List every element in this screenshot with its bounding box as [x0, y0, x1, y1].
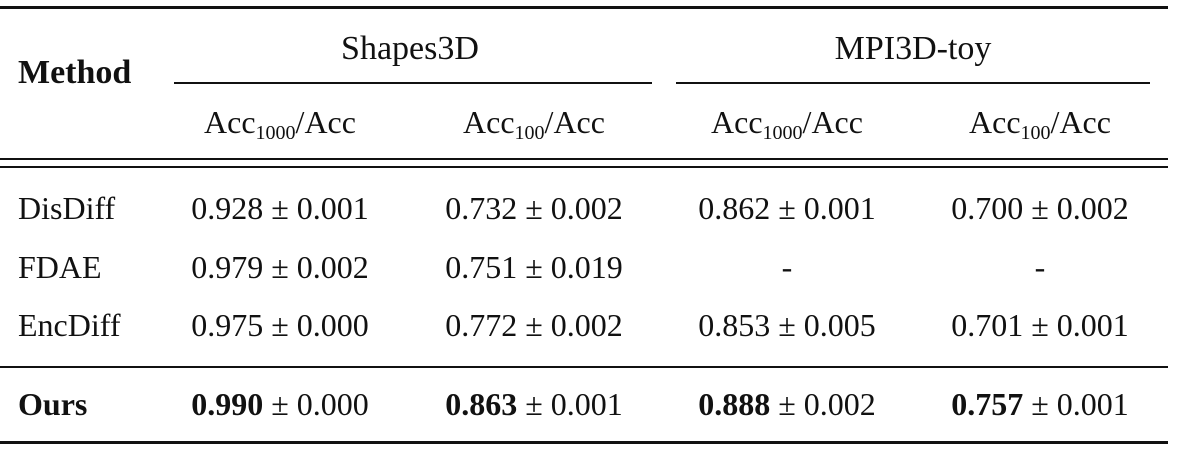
group-rule-mpi3d	[676, 82, 1150, 84]
value-cell: 0.732 ± 0.002	[445, 190, 623, 227]
plus-minus: ±	[517, 386, 551, 422]
mean-value: 0.975	[191, 307, 264, 343]
std-value: 0.001	[1056, 386, 1129, 422]
col-header-mpi3d-acc100: Acc100/Acc	[969, 104, 1111, 144]
mean-value: 0.700	[951, 190, 1024, 226]
plus-minus: ±	[517, 307, 551, 343]
header-double-rule-1	[0, 158, 1168, 160]
plus-minus: ±	[263, 190, 297, 226]
mean-value: 0.979	[191, 249, 264, 285]
method-cell: DisDiff	[18, 190, 116, 226]
std-value: 0.019	[550, 249, 623, 285]
plus-minus: ±	[263, 249, 297, 285]
std-value: 0.002	[803, 386, 876, 422]
std-value: 0.001	[803, 190, 876, 226]
mean-value: 0.751	[445, 249, 518, 285]
mean-value: -	[1034, 249, 1046, 285]
mean-value: 0.701	[951, 307, 1024, 343]
value-cell: 0.853 ± 0.005	[698, 307, 876, 344]
std-value: 0.002	[1056, 190, 1129, 226]
value-cell: 0.862 ± 0.001	[698, 190, 876, 227]
mean-value: 0.862	[698, 190, 771, 226]
value-cell: 0.928 ± 0.001	[191, 190, 369, 227]
value-cell: 0.863 ± 0.001	[445, 386, 623, 423]
value-cell: 0.990 ± 0.000	[191, 386, 369, 423]
mean-value: -	[781, 249, 793, 285]
value-cell: 0.772 ± 0.002	[445, 307, 623, 344]
std-value: 0.001	[1056, 307, 1129, 343]
group-header-mpi3d: MPI3D-toy	[834, 30, 992, 67]
plus-minus: ±	[263, 307, 297, 343]
std-value: 0.002	[296, 249, 369, 285]
mean-value: 0.732	[445, 190, 518, 226]
std-value: 0.000	[296, 386, 369, 422]
plus-minus: ±	[770, 307, 804, 343]
mean-value: 0.888	[698, 386, 771, 422]
plus-minus: ±	[517, 249, 551, 285]
plus-minus: ±	[517, 190, 551, 226]
std-value: 0.005	[803, 307, 876, 343]
std-value: 0.002	[550, 307, 623, 343]
mean-value: 0.853	[698, 307, 771, 343]
group-header-shapes3d: Shapes3D	[341, 30, 479, 67]
value-cell: -	[1035, 249, 1046, 286]
std-value: 0.000	[296, 307, 369, 343]
method-cell: EncDiff	[18, 307, 121, 343]
plus-minus: ±	[1023, 190, 1057, 226]
col-header-mpi3d-acc1000: Acc1000/Acc	[711, 104, 863, 144]
method-cell: Ours	[18, 386, 88, 422]
plus-minus: ±	[1023, 386, 1057, 422]
mean-value: 0.772	[445, 307, 518, 343]
value-cell: 0.700 ± 0.002	[951, 190, 1129, 227]
value-cell: 0.975 ± 0.000	[191, 307, 369, 344]
plus-minus: ±	[263, 386, 297, 422]
top-rule	[0, 6, 1168, 9]
std-value: 0.001	[296, 190, 369, 226]
mean-value: 0.928	[191, 190, 264, 226]
method-cell: FDAE	[18, 249, 102, 285]
col-header-shapes3d-acc1000: Acc1000/Acc	[204, 104, 356, 144]
bottom-rule	[0, 441, 1168, 444]
value-cell: 0.751 ± 0.019	[445, 249, 623, 286]
mean-value: 0.757	[951, 386, 1024, 422]
std-value: 0.001	[550, 386, 623, 422]
mean-value: 0.863	[445, 386, 518, 422]
group-rule-shapes3d	[174, 82, 652, 84]
value-cell: 0.888 ± 0.002	[698, 386, 876, 423]
col-header-shapes3d-acc100: Acc100/Acc	[463, 104, 605, 144]
value-cell: 0.757 ± 0.001	[951, 386, 1129, 423]
value-cell: 0.701 ± 0.001	[951, 307, 1129, 344]
header-double-rule-2	[0, 166, 1168, 168]
value-cell: -	[782, 249, 793, 286]
plus-minus: ±	[770, 386, 804, 422]
mid-rule	[0, 366, 1168, 368]
mean-value: 0.990	[191, 386, 264, 422]
std-value: 0.002	[550, 190, 623, 226]
value-cell: 0.979 ± 0.002	[191, 249, 369, 286]
plus-minus: ±	[1023, 307, 1057, 343]
plus-minus: ±	[770, 190, 804, 226]
method-header: Method	[18, 54, 132, 91]
